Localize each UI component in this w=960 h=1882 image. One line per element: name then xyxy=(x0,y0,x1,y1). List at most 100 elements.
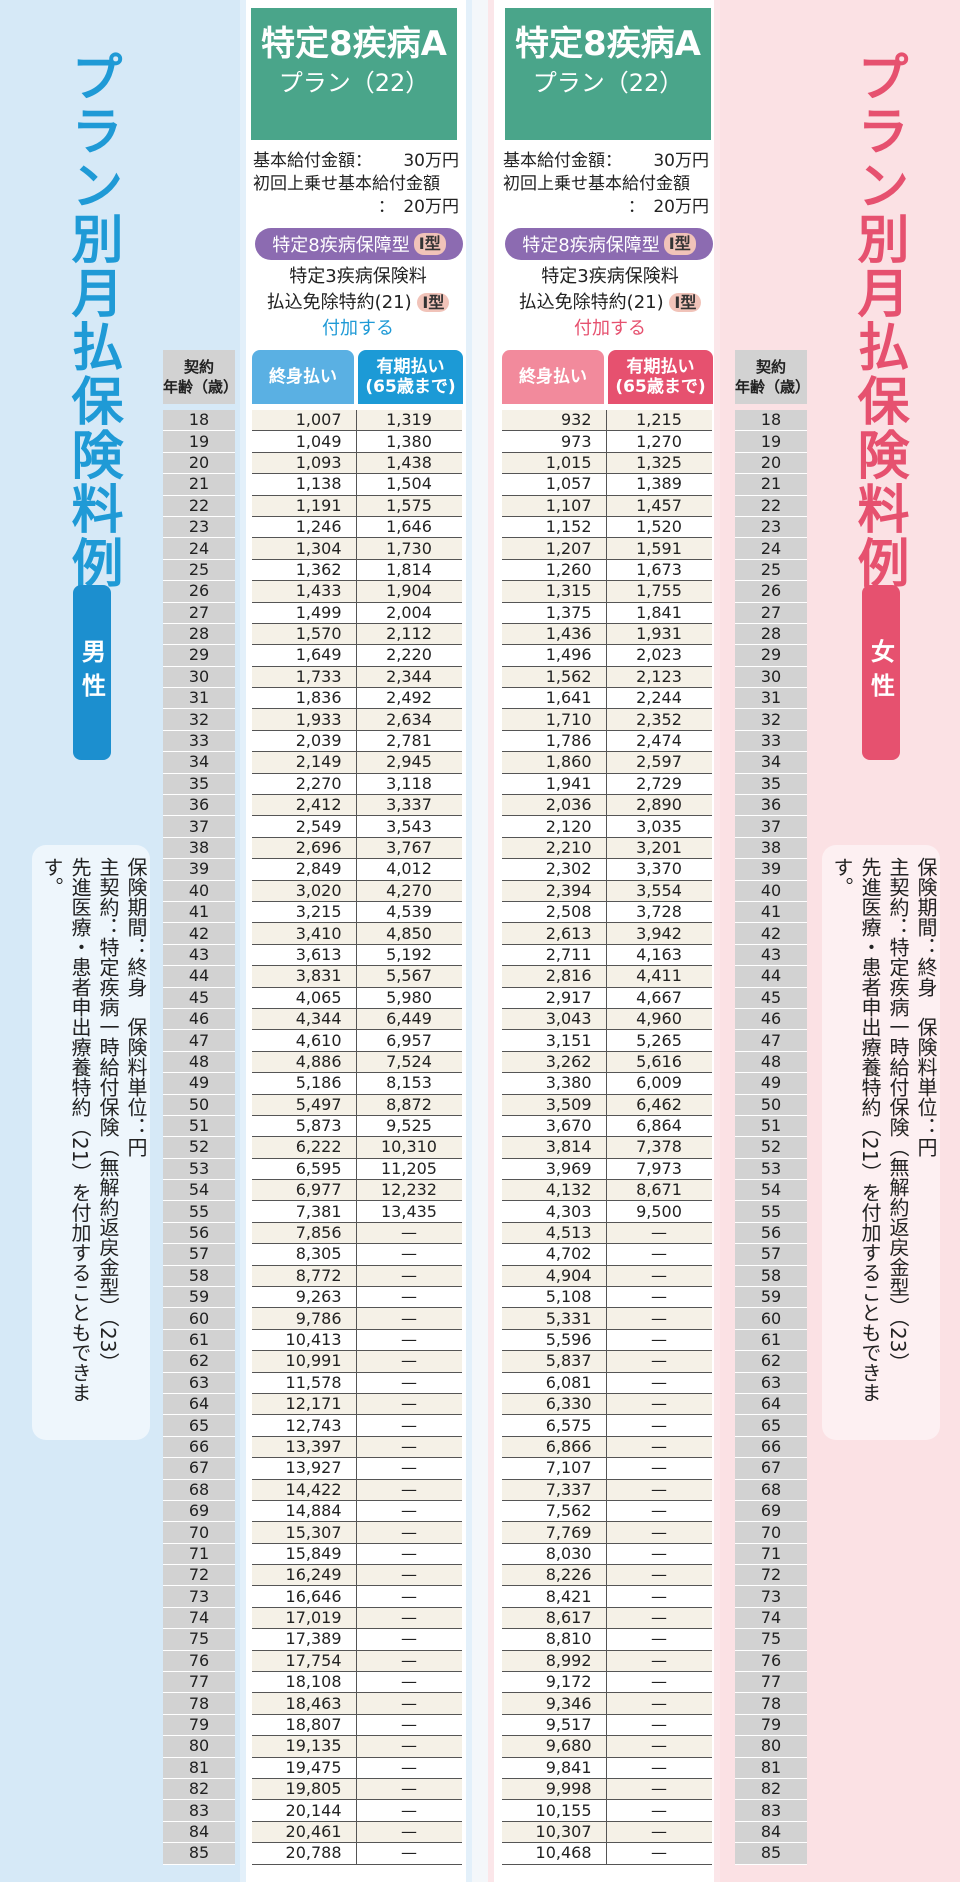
male-term-cell: — xyxy=(356,1799,462,1822)
table-row: 9,998— xyxy=(502,1778,712,1801)
male-term-cell: — xyxy=(356,1393,462,1416)
base-amount-label: 基本給付金額： xyxy=(253,151,372,171)
table-row: 47 xyxy=(163,1029,235,1052)
male-lifetime-cell: 6,977 xyxy=(252,1179,357,1202)
female-lifetime-cell: 3,043 xyxy=(502,1008,607,1031)
table-row: 932 1,215 xyxy=(502,410,712,432)
table-row: 8,030— xyxy=(502,1543,712,1566)
age-cell: 79 xyxy=(735,1714,807,1737)
table-row: 74 xyxy=(163,1607,235,1630)
age-cell: 77 xyxy=(163,1671,235,1694)
male-lifetime-cell: 1,649 xyxy=(252,644,357,667)
table-row: 19,135— xyxy=(252,1735,462,1758)
table-row: 3,043 4,960 xyxy=(502,1008,712,1031)
table-row: 9,786— xyxy=(252,1307,462,1330)
table-row: 28 xyxy=(163,623,235,646)
male-term-cell: — xyxy=(356,1778,462,1801)
male-term-cell: 2,634 xyxy=(356,708,462,731)
coverage-label: 特定8疾病保障型 xyxy=(522,235,660,256)
age-cell: 30 xyxy=(735,666,807,689)
table-row: 18,108— xyxy=(252,1671,462,1694)
table-row: 29 xyxy=(735,644,807,667)
female-lifetime-cell: 6,081 xyxy=(502,1372,607,1394)
table-row: 25 xyxy=(735,559,807,582)
male-lifetime-cell: 12,743 xyxy=(252,1414,357,1437)
age-header-left: 契約 年齢（歳） xyxy=(163,350,238,404)
rider-line1: 特定3疾病保険料 xyxy=(541,266,679,287)
table-row: 1,007 1,319 xyxy=(252,410,462,432)
table-row: 3,410 4,850 xyxy=(252,922,462,945)
age-cell: 54 xyxy=(163,1179,235,1202)
age-cell: 25 xyxy=(163,559,235,582)
coverage-badge: Ⅰ型 xyxy=(413,233,446,255)
male-lifetime-cell: 12,171 xyxy=(252,1393,357,1416)
table-row: 19 xyxy=(735,430,807,453)
age-cell: 33 xyxy=(163,730,235,753)
male-term-cell: — xyxy=(356,1735,462,1758)
age-cell: 41 xyxy=(163,901,235,924)
table-row: 8,421— xyxy=(502,1585,712,1608)
notes-box-female: 保険期間：終身 保険料単位：円 主契約：特定疾病一時給付保険（無解約返戻金型）（… xyxy=(822,845,940,1440)
table-row: 70 xyxy=(735,1521,807,1544)
rider-add: 付加する xyxy=(574,318,646,339)
male-term-cell: — xyxy=(356,1650,462,1673)
age-cell: 46 xyxy=(735,1008,807,1031)
table-row: 32 xyxy=(163,708,235,731)
male-term-cell: — xyxy=(356,1414,462,1437)
male-lifetime-cell: 15,307 xyxy=(252,1521,357,1544)
age-cell: 62 xyxy=(735,1350,807,1373)
table-row: 10,468— xyxy=(502,1842,712,1865)
age-cell: 29 xyxy=(163,644,235,667)
male-lifetime-cell: 16,646 xyxy=(252,1585,357,1608)
male-term-cell: 2,220 xyxy=(356,644,462,667)
table-row: 4,132 8,671 xyxy=(502,1179,712,1202)
female-term-cell: 2,474 xyxy=(606,730,712,753)
table-row: 83 xyxy=(735,1799,807,1822)
age-cell: 78 xyxy=(735,1692,807,1715)
table-row: 70 xyxy=(163,1521,235,1544)
female-lifetime-cell: 2,711 xyxy=(502,944,607,967)
table-row: 2,412 3,337 xyxy=(252,794,462,817)
female-term-cell: — xyxy=(606,1286,712,1309)
age-cell: 49 xyxy=(163,1072,235,1095)
table-row: 14,884— xyxy=(252,1500,462,1523)
age-cell: 57 xyxy=(735,1243,807,1266)
male-lifetime-cell: 1,093 xyxy=(252,452,357,475)
female-term-cell: 7,378 xyxy=(606,1136,712,1159)
table-row: 69 xyxy=(735,1500,807,1523)
female-term-cell: 4,163 xyxy=(606,944,712,967)
male-lifetime-cell: 13,927 xyxy=(252,1457,357,1480)
table-row: 1,093 1,438 xyxy=(252,452,462,475)
male-term-cell: 4,850 xyxy=(356,922,462,945)
male-term-cell: — xyxy=(356,1671,462,1694)
male-lifetime-cell: 4,065 xyxy=(252,987,357,1009)
male-term-cell: 1,380 xyxy=(356,430,462,453)
male-term-cell: — xyxy=(356,1307,462,1330)
table-row: 25 xyxy=(163,559,235,582)
table-row: 27 xyxy=(735,602,807,624)
age-cell: 52 xyxy=(163,1136,235,1159)
table-row: 84 xyxy=(735,1821,807,1844)
age-cell: 21 xyxy=(163,473,235,496)
table-row: 21 xyxy=(735,473,807,496)
table-row: 18,807— xyxy=(252,1714,462,1737)
male-term-cell: 1,904 xyxy=(356,580,462,603)
age-cell: 56 xyxy=(163,1222,235,1245)
male-term-cell: 4,012 xyxy=(356,858,462,881)
coverage-pill-male: 特定8疾病保障型 Ⅰ型 xyxy=(255,228,463,260)
table-row: 7,107— xyxy=(502,1457,712,1480)
male-lifetime-cell: 1,049 xyxy=(252,430,357,453)
female-lifetime-cell: 2,210 xyxy=(502,837,607,860)
table-row: 60 xyxy=(735,1307,807,1330)
table-row: 10,413— xyxy=(252,1329,462,1352)
female-lifetime-cell: 9,517 xyxy=(502,1714,607,1737)
female-term-cell: 3,035 xyxy=(606,815,712,838)
male-term-header: 有期払い (65歳まで) xyxy=(358,350,463,404)
table-row: 59 xyxy=(735,1286,807,1309)
table-row: 71 xyxy=(163,1543,235,1566)
female-term-cell: — xyxy=(606,1329,712,1352)
female-lifetime-cell: 7,107 xyxy=(502,1457,607,1480)
table-row: 76 xyxy=(735,1650,807,1673)
first-amount-value: ： 20万円 xyxy=(627,197,709,217)
table-row: 42 xyxy=(735,922,807,945)
